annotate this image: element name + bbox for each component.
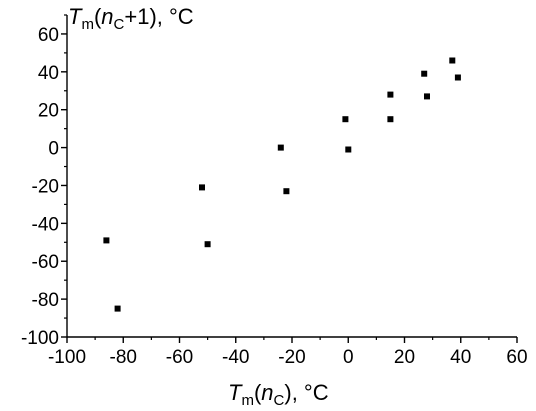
data-point: [387, 116, 394, 123]
y-tick-label: 20: [38, 101, 59, 122]
x-tick-label: -20: [278, 347, 305, 368]
x-title-arg: n: [261, 380, 273, 405]
y-tick-label: -80: [32, 290, 59, 311]
x-title-argsub: C: [274, 392, 285, 409]
data-point: [204, 241, 211, 248]
x-tick-label: -40: [222, 347, 249, 368]
data-point: [199, 184, 205, 191]
data-point: [387, 91, 394, 98]
data-point: [345, 146, 352, 153]
x-title-open: (: [254, 380, 262, 405]
y-title-argsub: C: [114, 16, 125, 33]
x-tick-label: -80: [110, 347, 137, 368]
y-tick-label: -20: [32, 176, 59, 197]
y-title-arg: n: [101, 4, 113, 29]
data-point: [103, 237, 110, 244]
y-title-open: (: [94, 4, 102, 29]
y-tick-label: -100: [21, 328, 59, 349]
data-point: [277, 144, 284, 151]
y-axis-ticks: -100 -80 -60 -40 -20 0 20 40 60: [21, 14, 67, 349]
y-title-base: T: [68, 4, 83, 29]
data-point: [454, 74, 461, 81]
x-axis-ticks: -100 -80 -60 -40 -20 0 20 40 60: [48, 337, 528, 368]
x-title-sub: m: [241, 392, 254, 409]
x-tick-label: 0: [343, 347, 354, 368]
x-axis-title: Tm(nC), °C: [228, 380, 329, 409]
x-tick-label: 20: [394, 347, 415, 368]
data-point: [449, 57, 456, 64]
y-title-close: +1), °C: [124, 4, 193, 29]
x-tick-label: 60: [506, 347, 527, 368]
x-title-base: T: [228, 380, 243, 405]
data-point: [283, 188, 290, 195]
y-tick-label: -40: [32, 214, 59, 235]
y-tick-label: 60: [38, 25, 59, 46]
y-tick-label: 40: [38, 63, 59, 84]
y-axis-title: Tm(nC+1), °C: [68, 4, 194, 33]
data-point: [421, 70, 428, 77]
x-tick-label: 40: [450, 347, 471, 368]
data-points: [103, 57, 461, 312]
x-tick-label: -60: [166, 347, 193, 368]
y-title-sub: m: [81, 16, 94, 33]
data-point: [342, 116, 349, 123]
data-point: [114, 305, 121, 312]
y-tick-label: 0: [48, 139, 59, 160]
x-tick-label: -100: [48, 347, 86, 368]
x-title-close: ), °C: [284, 380, 328, 405]
data-point: [424, 93, 430, 100]
y-tick-label: -60: [32, 252, 59, 273]
